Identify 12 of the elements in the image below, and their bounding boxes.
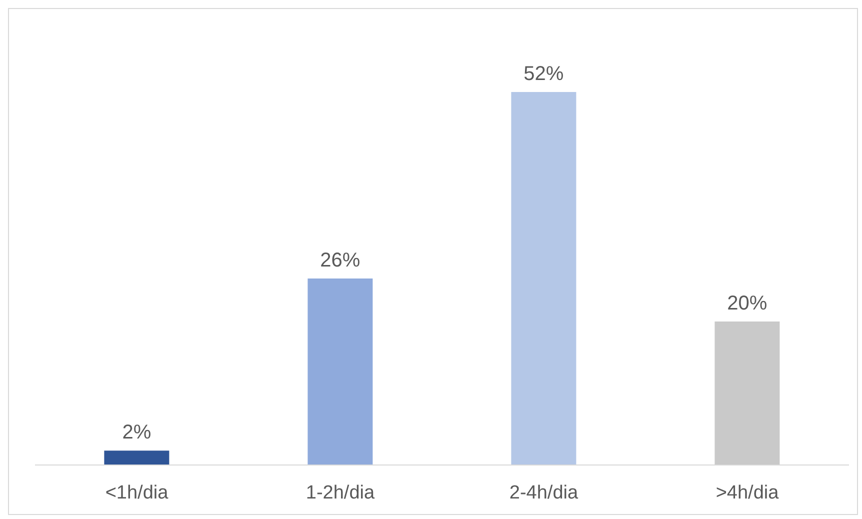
bar xyxy=(104,450,170,465)
x-tick-label: <1h/dia xyxy=(105,482,169,504)
bar xyxy=(714,322,780,465)
data-label: 26% xyxy=(320,250,360,272)
data-label: 52% xyxy=(524,63,564,85)
bar xyxy=(511,92,576,465)
x-tick-label: 1-2h/dia xyxy=(306,482,376,504)
data-label: 20% xyxy=(727,292,768,315)
x-tick-label: 2-4h/dia xyxy=(509,482,579,504)
data-label: 2% xyxy=(122,422,152,444)
x-tick-label: >4h/dia xyxy=(716,482,780,504)
bar xyxy=(308,278,373,465)
